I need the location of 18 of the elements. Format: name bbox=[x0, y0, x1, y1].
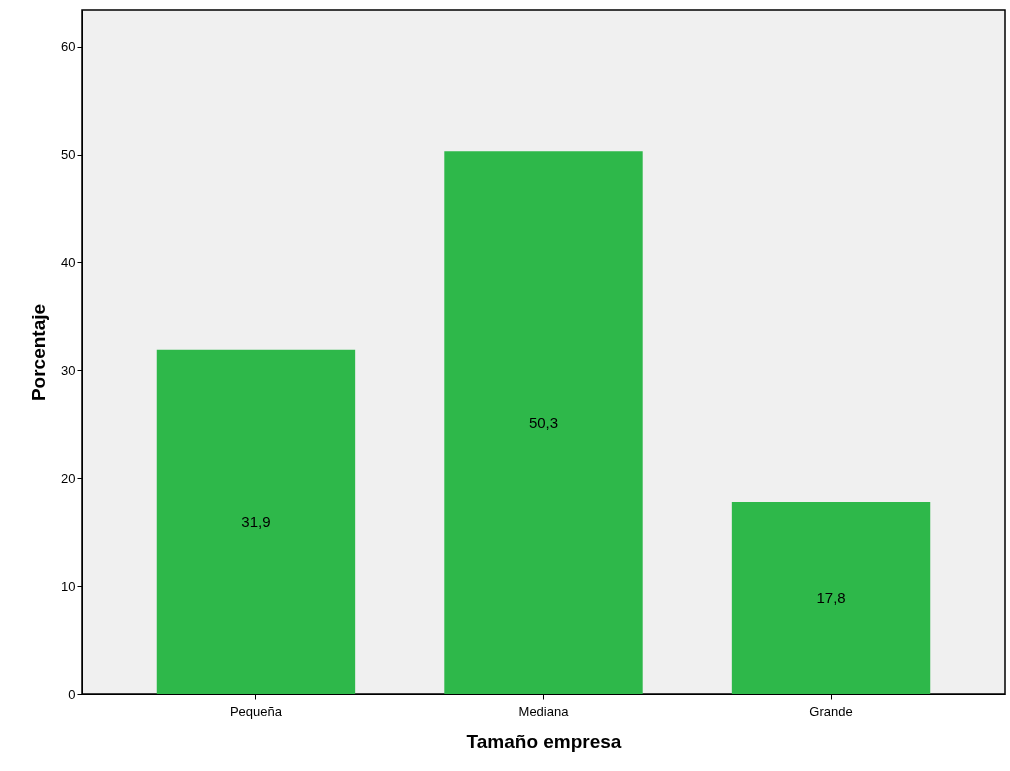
x-axis-title: Tamaño empresa bbox=[466, 730, 622, 752]
x-tick-label: Pequeña bbox=[229, 703, 283, 719]
bar bbox=[444, 151, 643, 694]
y-tick-label: 0 bbox=[68, 686, 76, 702]
y-tick-label: 10 bbox=[61, 578, 76, 594]
bar bbox=[156, 349, 356, 694]
y-tick-label: 30 bbox=[61, 362, 76, 378]
y-axis-title: Porcentaje bbox=[28, 303, 50, 402]
x-tick-label: Grande bbox=[809, 703, 853, 719]
data-label: 31,9 bbox=[241, 512, 271, 530]
x-tick-label: Mediana bbox=[518, 703, 570, 719]
y-tick-label: 20 bbox=[61, 470, 76, 486]
y-tick-label: 50 bbox=[61, 147, 76, 163]
bar bbox=[731, 501, 931, 694]
y-tick-label: 60 bbox=[61, 39, 76, 55]
y-tick-label: 40 bbox=[61, 254, 76, 270]
data-label: 17,8 bbox=[816, 588, 846, 606]
data-label: 50,3 bbox=[528, 413, 559, 431]
